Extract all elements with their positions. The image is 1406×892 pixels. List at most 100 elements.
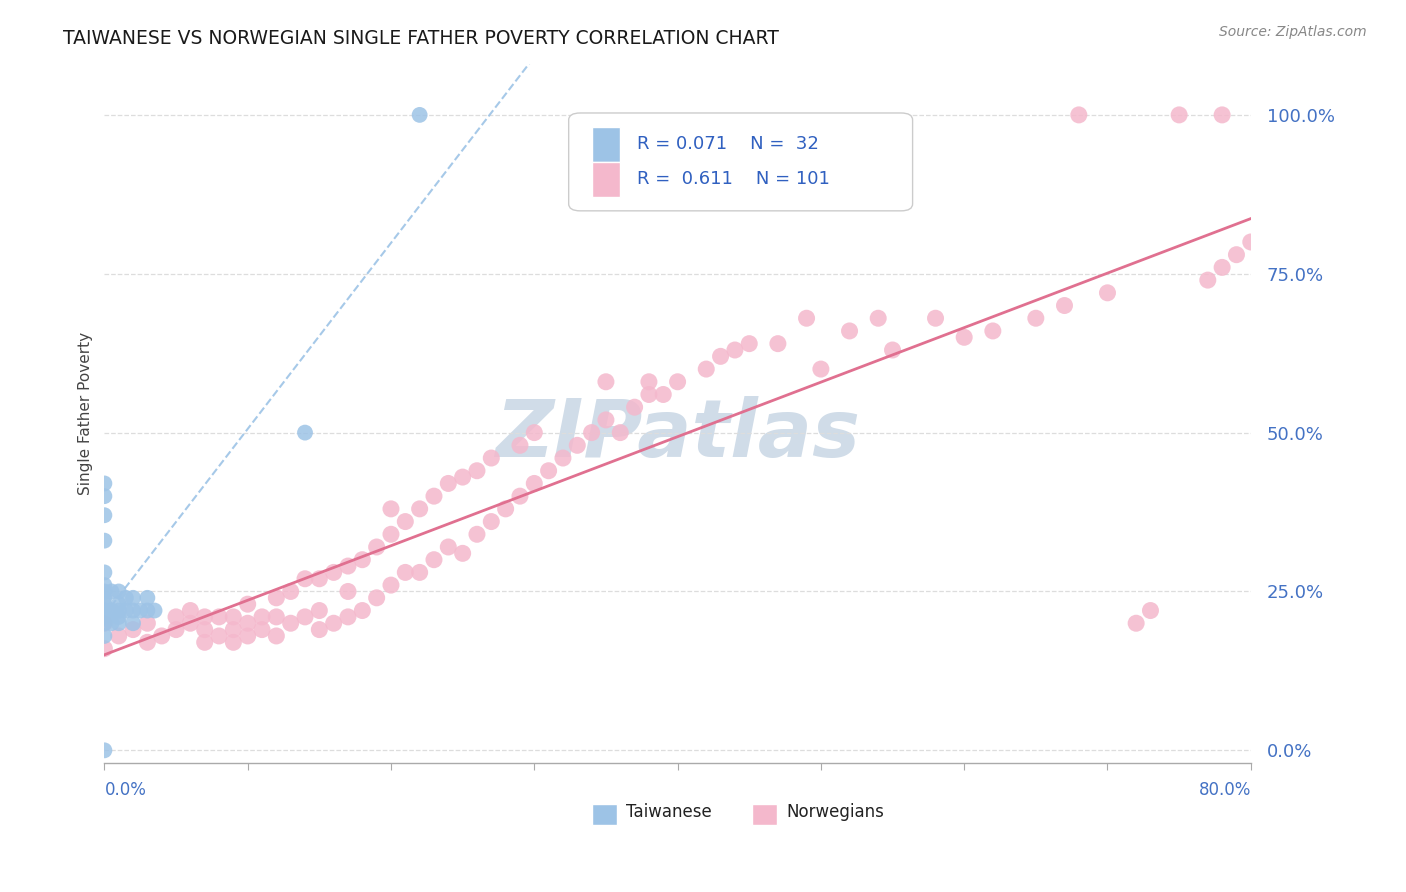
Point — [1211, 108, 1233, 122]
Point — [451, 546, 474, 560]
Point — [724, 343, 747, 357]
Point — [93, 584, 115, 599]
Point — [93, 610, 115, 624]
Point — [122, 591, 145, 605]
Point — [523, 476, 546, 491]
Point — [107, 597, 129, 611]
Point — [479, 450, 502, 465]
Point — [581, 425, 603, 440]
Point — [882, 343, 904, 357]
Bar — [592, 804, 617, 824]
Point — [93, 533, 115, 548]
Point — [93, 476, 115, 491]
Point — [981, 324, 1004, 338]
Point — [100, 584, 122, 599]
Point — [337, 584, 360, 599]
Point — [294, 425, 316, 440]
Point — [408, 501, 430, 516]
Point — [93, 641, 115, 656]
Point — [236, 629, 259, 643]
Point — [868, 311, 890, 326]
Point — [337, 559, 360, 574]
Point — [437, 476, 460, 491]
Point — [810, 362, 832, 376]
Point — [115, 591, 138, 605]
Point — [652, 387, 675, 401]
Point — [266, 629, 288, 643]
Point — [337, 610, 360, 624]
Point — [394, 515, 416, 529]
Point — [1139, 603, 1161, 617]
Point — [107, 616, 129, 631]
Point — [280, 616, 302, 631]
Point — [222, 623, 245, 637]
Point — [609, 425, 631, 440]
Point — [551, 450, 574, 465]
Point — [766, 336, 789, 351]
Point — [537, 464, 560, 478]
Point — [136, 591, 159, 605]
Point — [709, 350, 731, 364]
Point — [194, 635, 217, 649]
Point — [465, 527, 488, 541]
Point — [266, 610, 288, 624]
Point — [100, 616, 122, 631]
Point — [423, 489, 446, 503]
Point — [1168, 108, 1191, 122]
Text: R =  0.611    N = 101: R = 0.611 N = 101 — [637, 170, 831, 188]
Point — [423, 552, 446, 566]
Point — [93, 566, 115, 580]
Point — [122, 616, 145, 631]
Point — [394, 566, 416, 580]
Text: 0.0%: 0.0% — [104, 780, 146, 798]
Point — [222, 635, 245, 649]
Point — [93, 743, 115, 757]
Y-axis label: Single Father Poverty: Single Father Poverty — [79, 332, 93, 495]
Point — [107, 584, 129, 599]
Point — [93, 629, 115, 643]
Point — [352, 552, 374, 566]
Point — [93, 597, 115, 611]
Point — [179, 603, 201, 617]
Text: ZIPatlas: ZIPatlas — [495, 395, 860, 474]
Point — [136, 635, 159, 649]
Point — [194, 610, 217, 624]
Point — [695, 362, 717, 376]
Point — [1211, 260, 1233, 275]
Point — [222, 610, 245, 624]
Point — [322, 616, 344, 631]
Point — [208, 610, 231, 624]
Point — [93, 578, 115, 592]
Point — [322, 566, 344, 580]
Point — [595, 413, 617, 427]
Point — [236, 597, 259, 611]
Point — [122, 603, 145, 617]
FancyBboxPatch shape — [568, 113, 912, 211]
Point — [93, 591, 115, 605]
Point — [838, 324, 860, 338]
Text: Source: ZipAtlas.com: Source: ZipAtlas.com — [1219, 25, 1367, 39]
Point — [953, 330, 976, 344]
Point — [1053, 299, 1076, 313]
Point — [924, 311, 946, 326]
Point — [479, 515, 502, 529]
Point — [366, 540, 388, 554]
Point — [523, 425, 546, 440]
Point — [1197, 273, 1219, 287]
Point — [250, 623, 273, 637]
Point — [380, 578, 402, 592]
Point — [179, 616, 201, 631]
Point — [136, 616, 159, 631]
Point — [100, 603, 122, 617]
Point — [1025, 311, 1047, 326]
Point — [408, 566, 430, 580]
Point — [294, 610, 316, 624]
Point — [115, 603, 138, 617]
Point — [107, 603, 129, 617]
Point — [294, 572, 316, 586]
Point — [93, 489, 115, 503]
Point — [623, 400, 645, 414]
Point — [1240, 235, 1263, 249]
Point — [107, 629, 129, 643]
Point — [308, 603, 330, 617]
